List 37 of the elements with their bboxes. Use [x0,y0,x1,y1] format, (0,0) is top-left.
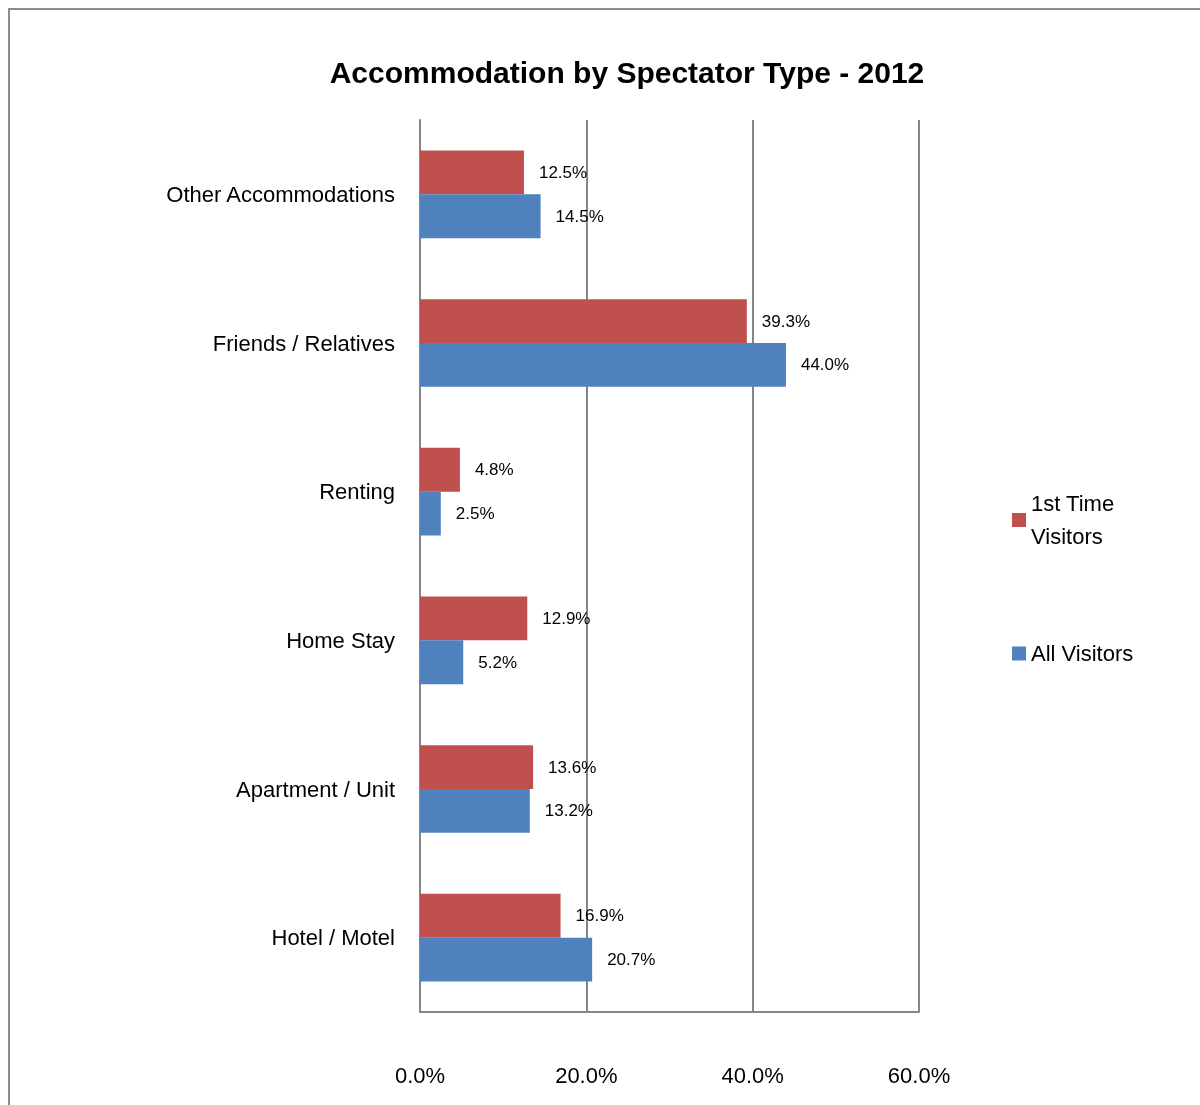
data-label: 2.5% [455,504,495,524]
data-label: 39.3% [761,311,811,331]
data-label: 12.5% [538,162,588,182]
bar [420,150,524,195]
y-tick-label: Hotel / Motel [271,925,395,951]
bar [420,596,528,641]
bar [420,937,593,982]
bar [420,491,441,536]
x-tick-label: 20.0% [555,1062,618,1088]
data-label: 13.2% [544,801,593,821]
x-tick-label: 40.0% [721,1062,784,1088]
data-label: 44.0% [800,355,850,375]
bar [420,343,786,387]
bar [420,745,534,789]
legend-label: 1st Time Visitors [1031,491,1121,549]
bar [420,447,460,492]
data-label: 13.6% [548,757,597,777]
data-label: 4.8% [474,460,514,480]
y-tick-label: Apartment / Unit [236,776,395,802]
y-tick-label: Friends / Relatives [212,330,395,356]
data-label: 14.5% [555,206,604,226]
data-label: 5.2% [478,652,517,672]
chart-title: Accommodation by Spectator Type - 2012 [329,55,925,89]
data-label: 16.9% [575,906,624,926]
bar [420,640,464,685]
x-tick-label: 60.0% [887,1062,951,1088]
y-tick-label: Renting [319,479,395,505]
bar [420,893,561,938]
y-tick-label: Home Stay [286,627,395,653]
data-label: 12.9% [542,608,591,628]
legend-label: All Visitors [1031,641,1134,666]
bar [420,194,541,239]
bar [420,299,747,343]
y-tick-label: Other Accommodations [166,181,395,207]
bar [420,789,530,833]
x-tick-label: 0.0% [394,1062,446,1088]
data-label: 20.7% [607,950,656,970]
